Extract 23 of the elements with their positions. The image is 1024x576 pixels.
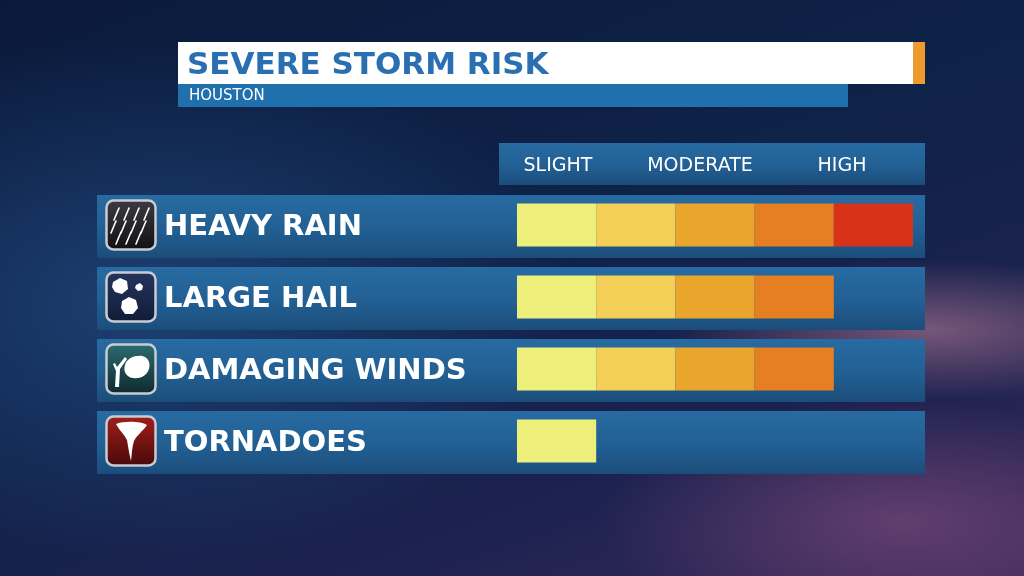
- bar: [754, 275, 834, 319]
- text: HIGH: [817, 152, 867, 176]
- text: SLIGHT: [523, 152, 593, 176]
- y-tick-label: LARGE HAIL: [164, 280, 357, 314]
- text: HOUSTON: [189, 86, 265, 105]
- bar: [833, 203, 913, 247]
- bar: [517, 203, 597, 247]
- chart-title: SEVERE STORM RISK: [187, 45, 549, 81]
- bar: [754, 203, 834, 247]
- y-tick-label: HEAVY RAIN: [164, 208, 362, 242]
- bar: [675, 347, 755, 391]
- bar: [596, 203, 676, 247]
- bar: [517, 275, 597, 319]
- bar: [754, 347, 834, 391]
- bar: [675, 275, 755, 319]
- bar: [675, 203, 755, 247]
- bar: [517, 419, 597, 463]
- bar: [517, 347, 597, 391]
- bar: [596, 347, 676, 391]
- text: MODERATE: [647, 152, 753, 176]
- y-tick-label: DAMAGING WINDS: [164, 352, 467, 386]
- bar: [596, 275, 676, 319]
- y-tick-label: TORNADOES: [164, 424, 367, 458]
